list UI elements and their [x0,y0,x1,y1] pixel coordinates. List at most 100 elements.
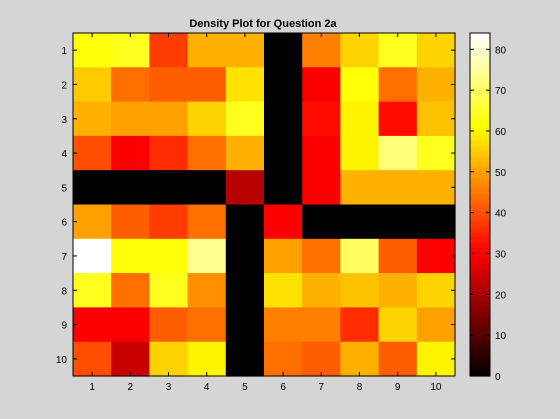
colorbar-segment [470,209,490,216]
heatmap-cell [416,101,456,137]
colorbar-segment [470,129,490,136]
heatmap-cell [111,67,150,103]
colorbar-tick-label: 80 [495,45,507,56]
colorbar-segment [470,193,490,200]
heatmap-cell [225,135,265,171]
y-axis-ticks: 1 2 3 4 5 6 7 8 9 10 [56,46,455,366]
x-tick-label: 10 [430,382,442,393]
colorbar-segment [470,188,490,195]
heatmap-cell [264,204,303,240]
heatmap-cell [187,307,227,343]
axes-frame [72,32,456,377]
colorbar-segment [470,54,490,61]
colorbar-segment [470,263,490,270]
colorbar-segment [470,365,490,372]
heatmap-cell [111,204,150,240]
heatmap-cell [111,307,150,343]
colorbar-frame [469,32,491,377]
heatmap-cell [264,67,303,103]
heatmap-cell [378,67,418,103]
heatmap-cell [264,33,303,68]
heatmap-cell [302,135,341,171]
heatmap-cell [187,67,227,103]
heatmap-cell [340,170,380,206]
heatmap-cell [340,204,380,240]
heatmap-cell [225,101,265,137]
colorbar-segment [470,242,490,248]
heatmap-cell [187,170,227,206]
heatmap-cell [378,170,418,206]
heatmap-cell [187,238,227,274]
heatmap-cell [73,341,112,377]
heatmap-cell [149,135,189,171]
heatmap-cell [416,273,456,308]
colorbar-segment [470,311,490,318]
heatmap-cell [111,33,150,68]
heatmap-cell [416,307,456,343]
colorbar-segment [470,172,490,179]
heatmap-cell [149,170,189,206]
colorbar-segment [470,215,490,222]
heatmap-cell [378,238,418,274]
heatmap-cell [264,273,303,308]
colorbar: 0 10 20 30 40 50 60 70 80 [469,32,507,383]
heatmap-cell [416,204,456,240]
colorbar-segment [470,134,490,141]
colorbar-segment [470,75,490,82]
heatmap-cell [302,101,341,137]
heatmap-cell [416,170,456,206]
colorbar-segment [470,102,490,109]
colorbar-segment [470,370,490,377]
heatmap-cell [149,67,189,103]
heatmap-cell [302,204,341,240]
heatmap-cell [111,170,150,206]
heatmap-cell [73,204,112,240]
heatmap-cell [73,101,112,137]
colorbar-segment [470,225,490,232]
heatmap-cell [302,238,341,274]
colorbar-segment [470,338,490,345]
heatmap-cell [302,33,341,68]
heatmap-cell [149,33,189,68]
heatmap-cell [149,238,189,274]
y-tick-label: 2 [61,80,67,91]
heatmap-cell [264,238,303,274]
colorbar-segment [470,156,490,163]
heatmap-cell [73,135,112,171]
heatmap-cell [340,33,380,68]
y-tick-label: 1 [61,46,67,57]
heatmap-cell [111,238,150,274]
heatmap-cell [340,135,380,171]
colorbar-segment [470,274,490,281]
colorbar-segment [470,290,490,297]
x-tick-label: 8 [357,382,363,393]
heatmap-cell [73,238,112,274]
heatmap-cell [111,101,150,137]
colorbar-segment [470,317,490,324]
colorbar-segment [470,91,490,98]
colorbar-segment [470,199,490,206]
heatmap-cell [378,101,418,137]
colorbar-segment [470,49,490,56]
colorbar-segment [470,65,490,72]
heatmap-cell [225,67,265,103]
heatmap-cell [378,33,418,68]
colorbar-segment [470,268,490,275]
heatmap-cell [340,67,380,103]
y-tick-label: 4 [61,149,67,160]
heatmap-cell [302,341,341,377]
colorbar-segment [470,300,490,307]
heatmap-cell [225,33,265,68]
y-tick-label: 9 [61,321,67,332]
y-tick-label: 7 [61,252,67,263]
x-tick-label: 4 [204,382,210,393]
heatmap-cell [264,307,303,343]
colorbar-segment [470,166,490,173]
colorbar-segment [470,113,490,120]
heatmap-cell [225,341,265,377]
colorbar-segment [470,322,490,329]
colorbar-segment [470,86,490,93]
colorbar-segment [470,279,490,286]
colorbar-segment [470,161,490,168]
